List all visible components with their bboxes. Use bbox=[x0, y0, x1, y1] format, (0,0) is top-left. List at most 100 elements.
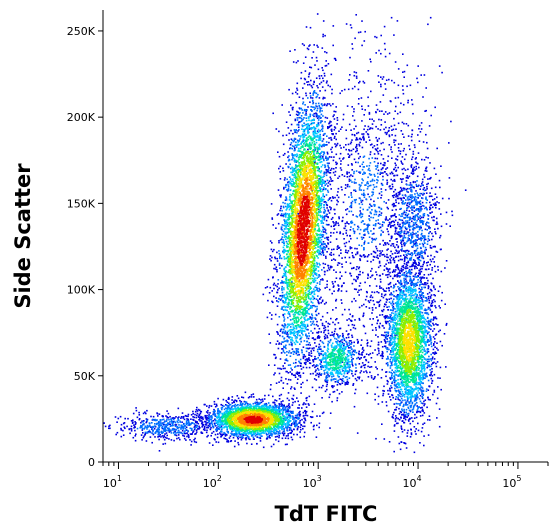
event-dot bbox=[391, 79, 393, 82]
event-dot bbox=[288, 132, 291, 135]
event-dot bbox=[431, 304, 434, 307]
event-dot bbox=[335, 167, 337, 169]
event-dot bbox=[314, 149, 317, 151]
event-dot bbox=[322, 222, 325, 224]
event-dot bbox=[413, 207, 416, 209]
event-dot bbox=[312, 425, 315, 428]
event-dot bbox=[392, 277, 394, 280]
event-dot bbox=[302, 103, 304, 105]
event-dot bbox=[394, 61, 397, 63]
event-dot bbox=[384, 315, 387, 318]
event-dot bbox=[274, 313, 277, 316]
event-dot bbox=[404, 282, 406, 284]
event-dot bbox=[380, 119, 383, 121]
event-dot bbox=[332, 309, 334, 311]
event-dot bbox=[371, 127, 374, 130]
event-dot bbox=[289, 114, 291, 116]
event-dot bbox=[176, 426, 178, 428]
event-dot bbox=[347, 153, 349, 155]
event-dot bbox=[395, 249, 397, 252]
event-dot bbox=[383, 148, 385, 151]
event-dot bbox=[326, 117, 329, 119]
event-dot bbox=[331, 180, 334, 182]
event-dot bbox=[441, 197, 444, 200]
event-dot bbox=[185, 415, 188, 418]
event-dot bbox=[344, 194, 346, 196]
event-dot bbox=[303, 122, 305, 124]
event-dot bbox=[366, 255, 369, 258]
event-dot bbox=[265, 438, 268, 440]
event-dot bbox=[152, 426, 155, 428]
event-dot bbox=[351, 164, 353, 166]
event-dot bbox=[269, 342, 272, 344]
event-dot bbox=[293, 139, 295, 142]
event-dot bbox=[415, 395, 417, 397]
event-dot bbox=[408, 210, 411, 212]
event-dot bbox=[246, 442, 248, 445]
event-dot bbox=[349, 343, 351, 345]
event-dot bbox=[308, 303, 310, 306]
event-dot bbox=[175, 432, 177, 434]
event-dot bbox=[181, 425, 184, 428]
event-dot bbox=[330, 218, 333, 220]
event-dot bbox=[325, 385, 328, 388]
event-dot bbox=[380, 85, 382, 88]
event-dot bbox=[429, 295, 432, 298]
event-dot bbox=[295, 141, 297, 144]
event-dot bbox=[300, 428, 302, 431]
event-dot bbox=[161, 435, 164, 437]
event-dot bbox=[346, 319, 348, 321]
event-dot bbox=[403, 147, 405, 150]
event-dot bbox=[336, 264, 339, 266]
event-dot bbox=[439, 236, 441, 239]
event-dot bbox=[286, 231, 289, 234]
event-dot bbox=[271, 217, 273, 219]
event-dot bbox=[383, 390, 385, 392]
event-dot bbox=[429, 309, 432, 311]
event-dot bbox=[203, 425, 206, 428]
event-dot bbox=[337, 187, 340, 190]
event-dot bbox=[307, 81, 310, 83]
event-dot bbox=[269, 388, 272, 391]
event-dot bbox=[320, 374, 322, 376]
event-dot bbox=[321, 412, 324, 415]
event-dot bbox=[325, 172, 328, 174]
event-dot bbox=[407, 99, 409, 102]
event-dot bbox=[272, 112, 274, 115]
event-dot bbox=[384, 88, 387, 90]
event-dot bbox=[322, 241, 325, 243]
event-dot bbox=[159, 419, 162, 421]
event-dot bbox=[303, 402, 305, 404]
event-dot bbox=[311, 332, 314, 334]
event-dot bbox=[159, 420, 162, 422]
event-dot bbox=[273, 401, 275, 404]
event-dot bbox=[302, 62, 305, 64]
event-dot bbox=[385, 202, 387, 204]
event-dot bbox=[398, 252, 400, 254]
event-dot bbox=[346, 378, 349, 381]
event-dot bbox=[403, 197, 405, 199]
event-dot bbox=[405, 180, 408, 182]
event-dot bbox=[133, 424, 135, 426]
event-dot bbox=[403, 158, 406, 161]
event-dot bbox=[427, 23, 429, 26]
event-dot bbox=[347, 333, 349, 336]
event-dot bbox=[299, 426, 302, 429]
event-dot bbox=[419, 442, 421, 444]
event-dot bbox=[323, 151, 325, 154]
event-dot bbox=[418, 398, 421, 400]
event-dot bbox=[380, 212, 383, 214]
event-dot bbox=[420, 252, 422, 254]
event-dot bbox=[321, 251, 323, 254]
event-dot bbox=[162, 431, 164, 433]
event-dot bbox=[418, 406, 420, 408]
event-dot bbox=[300, 71, 303, 74]
event-dot bbox=[277, 433, 279, 435]
event-dot bbox=[378, 262, 381, 264]
event-dot bbox=[402, 266, 405, 269]
event-dot bbox=[420, 430, 423, 433]
event-dot bbox=[227, 432, 230, 434]
event-dot bbox=[369, 345, 372, 348]
event-dot bbox=[395, 195, 397, 198]
event-dot bbox=[382, 167, 384, 169]
